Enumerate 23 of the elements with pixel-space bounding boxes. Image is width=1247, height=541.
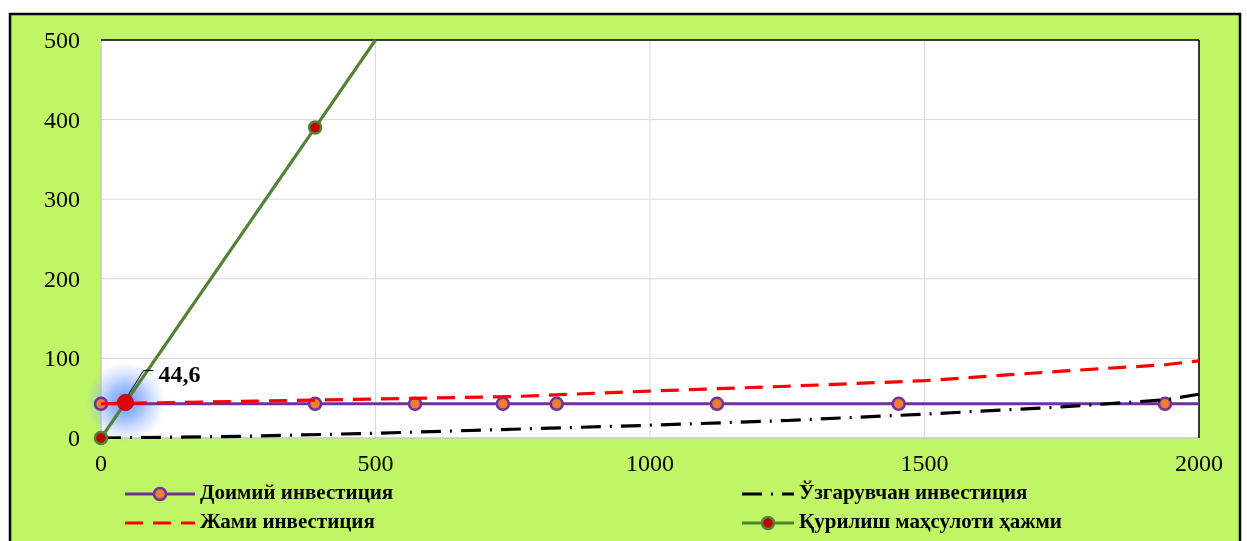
point: [549, 396, 564, 412]
y-tick-label: 200: [44, 265, 80, 292]
x-tick-label: 1000: [626, 450, 674, 476]
x-tick-label: 0: [95, 450, 107, 476]
data-label: 44,6: [158, 361, 201, 388]
point: [307, 120, 323, 135]
x-tick-label: 2000: [1175, 450, 1223, 476]
point: [1157, 396, 1173, 412]
legend-label: Жами инвестиция: [200, 508, 375, 533]
x-tick-label: 1500: [900, 450, 949, 476]
y-tick-label: 500: [44, 27, 80, 53]
legend-label: Қурилиш маҳсулоти ҳажми: [799, 508, 1062, 533]
x-tick-label: 500: [357, 450, 394, 476]
y-tick-label: 0: [68, 425, 80, 451]
point: [93, 430, 109, 446]
y-tick-label: 300: [44, 186, 80, 213]
legend-label: Доимий инвестиция: [200, 479, 394, 504]
y-tick-label: 100: [44, 345, 80, 372]
point: [891, 396, 906, 412]
point: [709, 396, 725, 412]
legend-label: Ўзгарувчан инвестиция: [799, 479, 1028, 504]
y-tick-label: 400: [44, 106, 80, 133]
point: [495, 396, 511, 412]
